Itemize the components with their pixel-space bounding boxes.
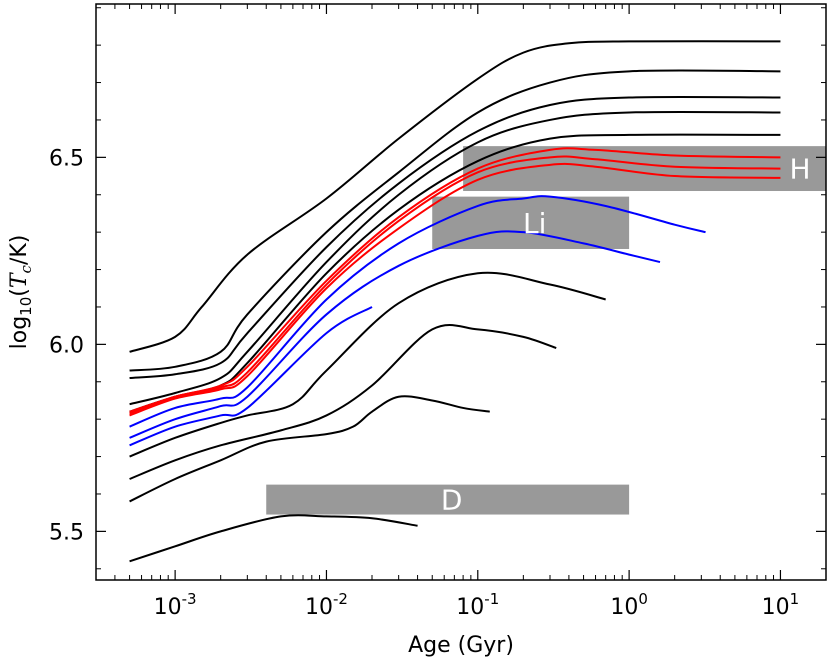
band-d — [266, 484, 630, 515]
series-track-4 — [129, 110, 781, 406]
y-tick-label: 6.0 — [49, 333, 84, 358]
x-tick-label: 100 — [610, 590, 648, 620]
y-title-var: T — [7, 271, 32, 288]
plot-frame — [95, 3, 827, 581]
y-title-unit: /K) — [7, 235, 32, 265]
y-tick-label: 6.5 — [49, 146, 84, 171]
series-track-8-red — [129, 162, 781, 417]
y-axis-title: log10(Tc/K) — [7, 235, 35, 350]
x-tick-label: 10-2 — [305, 590, 348, 620]
x-tick-label: 101 — [762, 590, 800, 620]
x-tick-label: 10-1 — [456, 590, 499, 620]
band-label-d: D — [441, 484, 463, 517]
series-track-9-blue — [129, 195, 706, 428]
band-label-li: Li — [523, 207, 546, 240]
series-group — [129, 40, 781, 563]
y-title-prefix: log — [7, 316, 32, 350]
x-tick-label: 10-3 — [154, 590, 197, 620]
series-track-11-blue — [129, 306, 373, 447]
bands-group — [266, 146, 826, 515]
x-axis-title: Age (Gyr) — [408, 633, 514, 658]
y-title-open: ( — [7, 288, 32, 297]
series-track-15 — [129, 514, 418, 563]
series-track-3 — [129, 95, 781, 380]
y-title-sub: 10 — [17, 297, 35, 316]
ticks-group: 10-3 10-2 10-1 100 101 5.5 6.0 6.5 — [49, 4, 826, 620]
y-title-var-sub: c — [17, 264, 35, 273]
band-labels-group: H Li D — [441, 153, 811, 517]
series-track-1 — [129, 40, 781, 353]
series-track-10-blue — [129, 230, 661, 439]
series-track-14 — [129, 395, 490, 503]
band-label-h: H — [789, 153, 810, 186]
series-track-13 — [129, 323, 557, 480]
series-track-7-red — [129, 155, 781, 415]
series-track-12 — [129, 271, 606, 458]
series-track-2 — [129, 69, 781, 372]
series-track-6-red — [129, 147, 781, 413]
y-tick-label: 5.5 — [49, 520, 84, 545]
